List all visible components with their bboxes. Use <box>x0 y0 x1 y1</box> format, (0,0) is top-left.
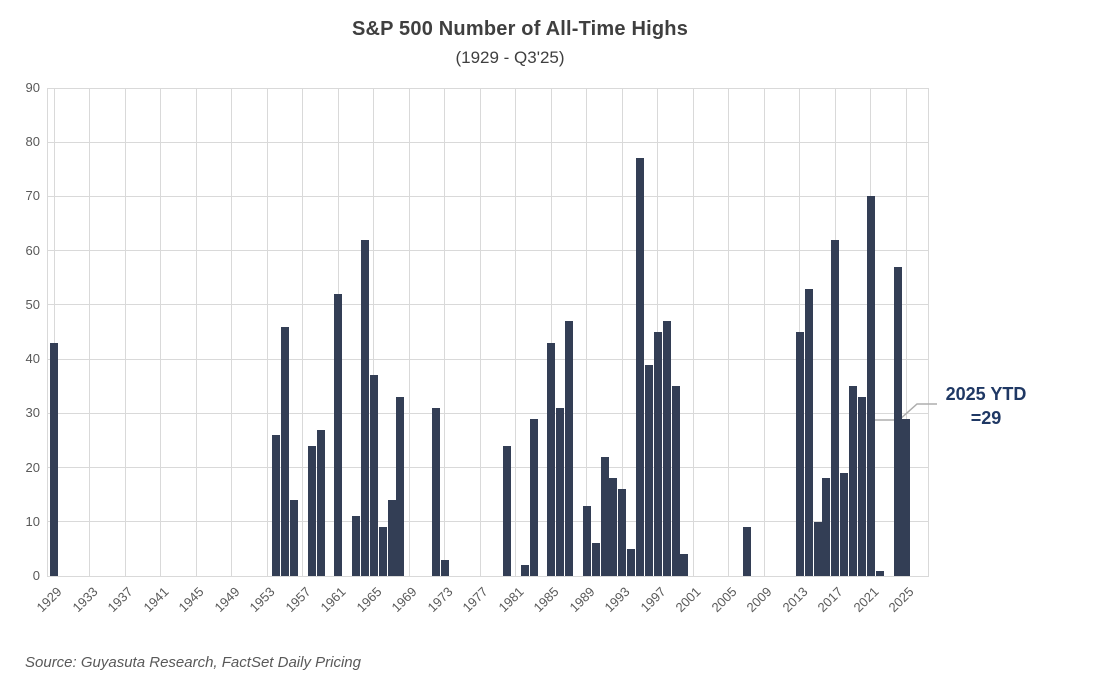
bar-year-1958 <box>307 445 316 576</box>
bar-year-1980 <box>502 445 511 576</box>
y-axis-tick-label: 50 <box>25 296 40 312</box>
bar-year-1965 <box>369 375 378 576</box>
gridline-horizontal <box>47 358 929 360</box>
bar-year-2016 <box>822 478 831 576</box>
gridline-vertical <box>408 88 410 576</box>
gridline-vertical <box>550 88 552 576</box>
bar-year-2021 <box>866 196 875 576</box>
annotation-line1: 2025 YTD <box>945 384 1027 404</box>
bar-year-2024 <box>893 266 902 576</box>
bar-year-1989 <box>582 505 591 576</box>
annotation-line2: =29 <box>970 408 1002 428</box>
chart-subtitle: (1929 - Q3'25) <box>455 48 565 67</box>
bar-year-2025 <box>902 418 911 576</box>
bar-year-1967 <box>387 500 396 576</box>
gridline-horizontal <box>47 250 929 252</box>
gridline-horizontal <box>47 521 929 523</box>
y-axis-tick-label: 70 <box>25 188 40 204</box>
bar-year-2013 <box>795 332 804 576</box>
gridline-vertical <box>728 88 730 576</box>
y-axis-tick-label: 40 <box>25 351 40 367</box>
bar-year-2018 <box>840 472 849 576</box>
bar-year-1973 <box>440 559 449 576</box>
plot-left-border <box>47 88 48 576</box>
bar-year-2014 <box>804 288 813 576</box>
bar-year-2017 <box>831 239 840 576</box>
bar-year-1990 <box>591 543 600 576</box>
bar-year-1968 <box>396 397 405 576</box>
gridline-vertical <box>373 88 375 576</box>
source-note: Source: Guyasuta Research, FactSet Daily… <box>25 654 361 671</box>
bar-year-1998 <box>662 321 671 576</box>
gridline-vertical <box>905 88 907 576</box>
gridline-vertical <box>586 88 588 576</box>
bar-year-1997 <box>653 332 662 576</box>
bar-year-1985 <box>547 342 556 576</box>
y-axis-tick-label: 10 <box>25 513 40 529</box>
gridline-vertical <box>53 88 55 576</box>
gridline-horizontal <box>47 467 929 469</box>
gridline-horizontal <box>47 195 929 197</box>
plot-right-border <box>928 88 929 576</box>
y-axis-tick-label: 20 <box>25 459 40 475</box>
plot-area: 0 10 20 30 40 50 60 70 80 90 1929 1933 1937 1941 1945 1… <box>26 80 929 615</box>
bar-year-1986 <box>556 407 565 576</box>
gridline-vertical <box>160 88 162 576</box>
y-axis-tick-label: 60 <box>25 242 40 258</box>
bar-year-1972 <box>431 407 440 576</box>
y-axis-tick-label: 0 <box>32 568 40 583</box>
bar-year-1954 <box>272 435 281 576</box>
gridline-horizontal <box>47 575 929 577</box>
bar-year-1999 <box>671 386 680 576</box>
bar-year-1964 <box>360 239 369 576</box>
bar-year-2022 <box>875 570 884 576</box>
bar-year-1966 <box>378 527 387 576</box>
bar-year-1983 <box>529 418 538 576</box>
bar-year-2019 <box>849 386 858 576</box>
gridline-vertical <box>692 88 694 576</box>
bar-year-1955 <box>281 326 289 576</box>
gridline-vertical <box>302 88 304 576</box>
y-axis-tick-label: 80 <box>25 134 40 150</box>
chart-title: S&P 500 Number of All-Time Highs <box>351 18 689 40</box>
bar-year-1987 <box>565 321 574 576</box>
bar-year-1956 <box>289 500 298 576</box>
gridline-vertical <box>479 88 481 576</box>
bar-year-2015 <box>813 521 822 576</box>
gridline-vertical <box>763 88 765 576</box>
y-axis-tick-label: 90 <box>25 80 40 95</box>
annotation-2025-ytd: 2025 YTD =29 <box>934 382 1038 430</box>
gridline-vertical <box>124 88 126 576</box>
gridline-vertical <box>195 88 197 576</box>
bar-year-1982 <box>520 565 529 576</box>
gridline-horizontal <box>47 304 929 306</box>
bar-year-1995 <box>636 158 645 576</box>
bar-year-1992 <box>609 478 618 576</box>
y-axis-tick-label: 30 <box>25 405 40 421</box>
bar-year-1929 <box>50 342 59 576</box>
bar-year-1996 <box>644 364 653 576</box>
gridline-horizontal <box>47 141 929 143</box>
gridline-horizontal <box>47 87 929 89</box>
gridline-vertical <box>621 88 623 576</box>
bar-year-2007 <box>742 527 751 576</box>
bar-year-1991 <box>600 456 609 576</box>
bar-year-1963 <box>352 516 361 576</box>
gridline-vertical <box>444 88 446 576</box>
gridline-vertical <box>515 88 517 576</box>
gridline-vertical <box>266 88 268 576</box>
bar-year-1959 <box>316 429 325 576</box>
bar-year-1993 <box>618 489 627 576</box>
bar-year-1994 <box>627 548 636 576</box>
gridline-vertical <box>89 88 91 576</box>
bar-year-2000 <box>680 554 689 576</box>
bar-year-2020 <box>858 397 866 576</box>
gridline-horizontal <box>47 412 929 414</box>
bar-year-1961 <box>334 294 343 576</box>
gridline-vertical <box>231 88 233 576</box>
